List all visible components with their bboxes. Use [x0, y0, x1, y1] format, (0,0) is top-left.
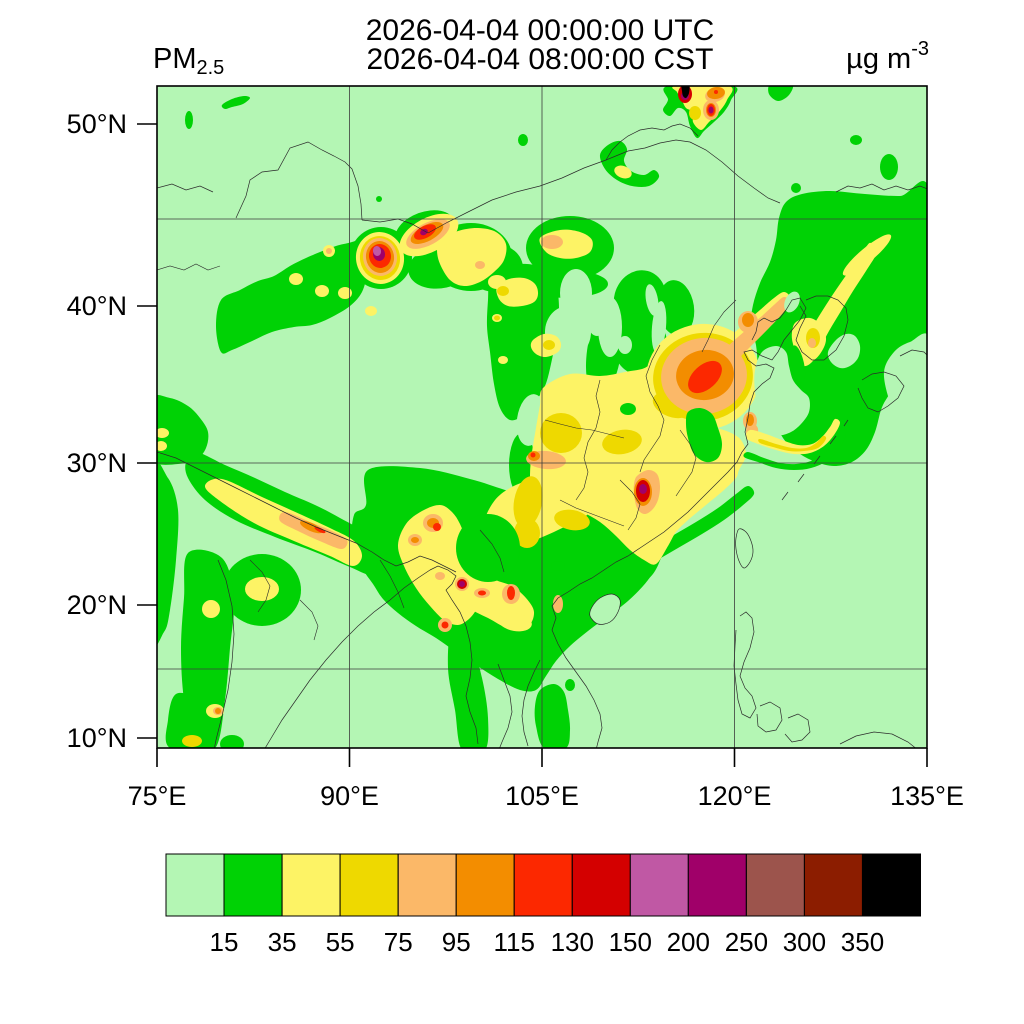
- svg-text:300: 300: [783, 927, 826, 957]
- svg-text:35: 35: [268, 927, 297, 957]
- svg-text:135°E: 135°E: [890, 781, 964, 811]
- svg-text:150: 150: [609, 927, 652, 957]
- svg-text:115: 115: [493, 927, 534, 957]
- svg-text:95: 95: [442, 927, 471, 957]
- svg-text:15: 15: [210, 927, 239, 957]
- svg-text:75°E: 75°E: [128, 781, 187, 811]
- svg-text:55: 55: [326, 927, 355, 957]
- svg-text:10°N: 10°N: [67, 723, 127, 753]
- svg-text:105°E: 105°E: [505, 781, 579, 811]
- svg-text:30°N: 30°N: [67, 448, 127, 478]
- svg-text:90°E: 90°E: [320, 781, 379, 811]
- svg-text:2026-04-04 00:00:00 UTC: 2026-04-04 00:00:00 UTC: [366, 14, 715, 47]
- svg-text:250: 250: [725, 927, 768, 957]
- svg-text:2026-04-04 08:00:00 CST: 2026-04-04 08:00:00 CST: [367, 43, 714, 76]
- svg-text:20°N: 20°N: [67, 590, 127, 620]
- svg-text:120°E: 120°E: [698, 781, 772, 811]
- svg-text:50°N: 50°N: [67, 109, 127, 139]
- svg-text:75: 75: [384, 927, 413, 957]
- svg-text:130: 130: [551, 927, 594, 957]
- svg-text:200: 200: [667, 927, 710, 957]
- svg-text:350: 350: [841, 927, 884, 957]
- svg-text:40°N: 40°N: [67, 291, 127, 321]
